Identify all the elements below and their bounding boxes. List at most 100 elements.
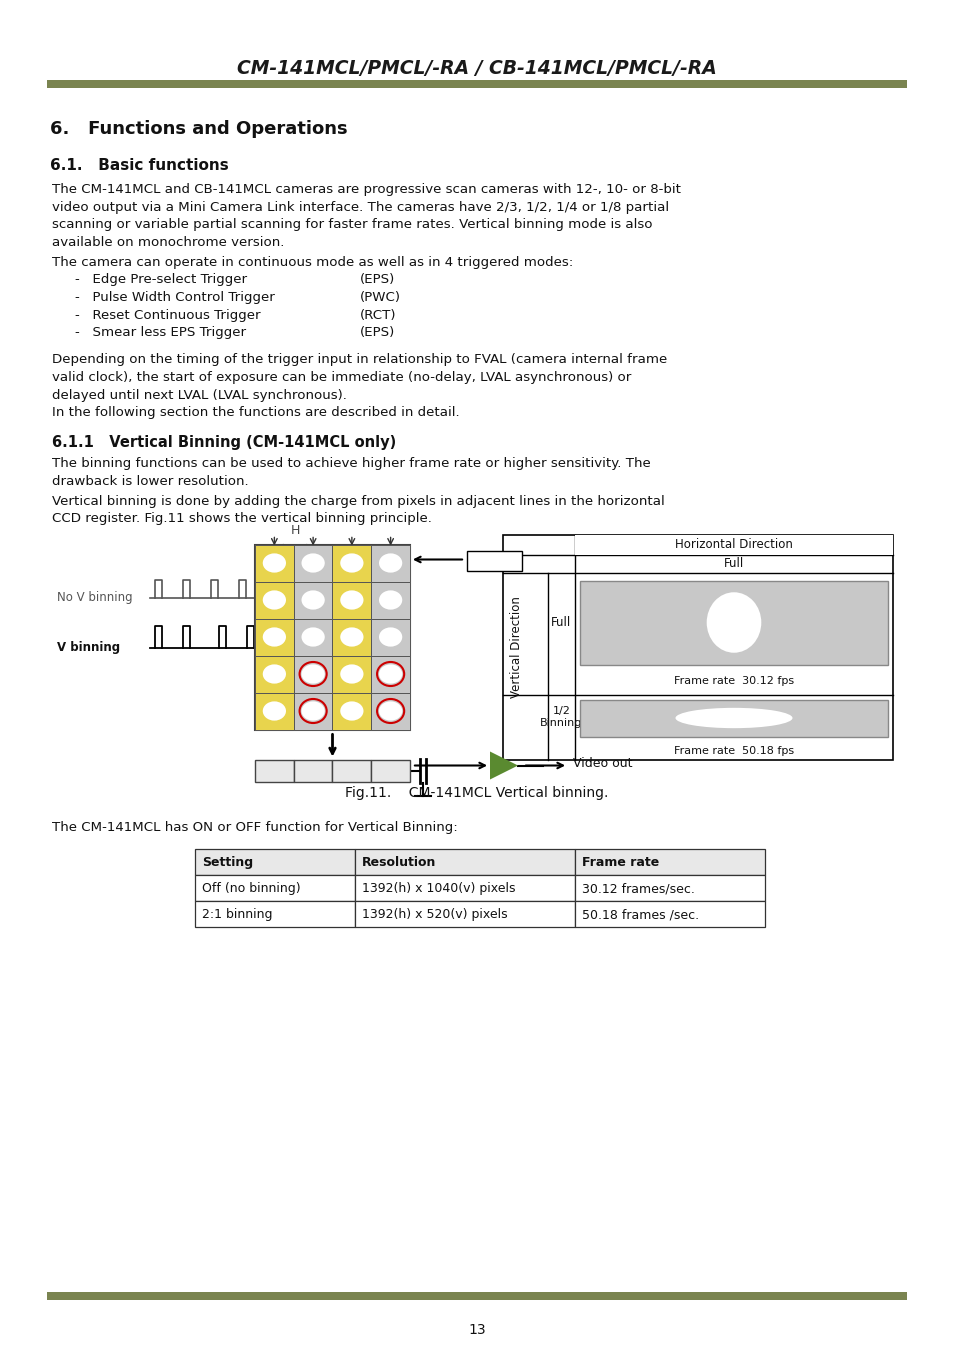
Bar [355,849,575,875]
Text: Resolution: Resolution [361,856,436,869]
Ellipse shape [262,664,286,683]
Text: In the following section the functions are described in detail.: In the following section the functions a… [52,406,459,418]
Text: 1392(h) x 1040(v) pixels: 1392(h) x 1040(v) pixels [361,882,515,895]
Text: (PWC): (PWC) [359,292,400,304]
Bar [575,900,764,926]
Text: 6.1.1   Vertical Binning (CM-141MCL only): 6.1.1 Vertical Binning (CM-141MCL only) [52,436,395,451]
Text: valid clock), the start of exposure can be immediate (no-delay, LVAL asynchronou: valid clock), the start of exposure can … [52,371,631,383]
Bar [467,551,521,571]
Ellipse shape [301,702,324,721]
Text: CCD register. Fig.11 shows the vertical binning principle.: CCD register. Fig.11 shows the vertical … [52,512,432,525]
Ellipse shape [301,628,324,647]
Text: 50.18 frames /sec.: 50.18 frames /sec. [581,909,699,921]
Bar [47,80,906,88]
Text: -   Smear less EPS Trigger: - Smear less EPS Trigger [75,325,246,339]
Ellipse shape [378,628,402,647]
Ellipse shape [340,590,363,610]
Text: 6.   Functions and Operations: 6. Functions and Operations [50,120,347,138]
Ellipse shape [301,664,324,683]
Text: -   Reset Continuous Trigger: - Reset Continuous Trigger [75,309,260,321]
Text: Full: Full [723,558,743,570]
Text: The camera can operate in continuous mode as well as in 4 triggered modes:: The camera can operate in continuous mod… [52,256,573,269]
Bar [294,693,333,729]
Ellipse shape [301,590,324,610]
Text: drawback is lower resolution.: drawback is lower resolution. [52,475,249,487]
Ellipse shape [378,664,402,683]
Bar [371,582,410,618]
Text: The binning functions can be used to achieve higher frame rate or higher sensiti: The binning functions can be used to ach… [52,458,650,471]
Text: 1/2
Binning: 1/2 Binning [539,706,582,728]
Ellipse shape [378,702,402,721]
Bar [47,1292,906,1300]
Bar [194,849,355,875]
Ellipse shape [706,593,760,653]
Bar [355,875,575,900]
Ellipse shape [262,590,286,610]
Bar [575,875,764,900]
Text: CM-141MCL/PMCL/-RA / CB-141MCL/PMCL/-RA: CM-141MCL/PMCL/-RA / CB-141MCL/PMCL/-RA [237,58,716,77]
Text: Off (no binning): Off (no binning) [202,882,300,895]
Bar [333,760,371,782]
Bar [371,544,410,582]
Text: 6.1.   Basic functions: 6.1. Basic functions [50,158,229,173]
Text: Video out: Video out [573,757,632,769]
Ellipse shape [340,702,363,721]
Text: -   Edge Pre-select Trigger: - Edge Pre-select Trigger [75,274,247,286]
Bar [333,544,371,582]
Text: 13: 13 [468,1323,485,1336]
Bar [579,580,887,664]
Bar [294,760,333,782]
Ellipse shape [675,707,792,728]
Bar [294,582,333,618]
Bar [371,760,410,782]
Text: V binning: V binning [57,641,120,653]
Ellipse shape [262,628,286,647]
Bar [355,900,575,926]
Text: 30.12 frames/sec.: 30.12 frames/sec. [581,882,694,895]
Text: Vertical Direction: Vertical Direction [510,597,523,698]
Text: The CM-141MCL has ON or OFF function for Vertical Binning:: The CM-141MCL has ON or OFF function for… [52,821,457,833]
Bar [254,693,294,729]
Ellipse shape [378,554,402,572]
Text: -   Pulse Width Control Trigger: - Pulse Width Control Trigger [75,292,274,304]
Ellipse shape [301,554,324,572]
Ellipse shape [378,590,402,610]
Bar [194,875,355,900]
Bar [371,693,410,729]
Text: Full: Full [551,616,571,629]
Text: (EPS): (EPS) [359,325,395,339]
Bar [254,760,294,782]
Ellipse shape [340,628,363,647]
Bar [294,656,333,693]
Text: Frame rate: Frame rate [581,856,659,869]
Text: Vertical binning is done by adding the charge from pixels in adjacent lines in t: Vertical binning is done by adding the c… [52,494,664,508]
Bar [254,656,294,693]
Text: (RCT): (RCT) [359,309,396,321]
Bar [579,699,887,737]
Bar [254,544,410,729]
Bar [502,535,892,760]
Bar [333,656,371,693]
Bar [371,618,410,656]
Text: No V binning: No V binning [57,591,132,603]
Text: Frame rate  30.12 fps: Frame rate 30.12 fps [673,675,793,686]
Text: Depending on the timing of the trigger input in relationship to FVAL (camera int: Depending on the timing of the trigger i… [52,354,666,366]
Text: Fig.11.    CM-141MCL Vertical binning.: Fig.11. CM-141MCL Vertical binning. [345,786,608,799]
Text: H: H [290,524,299,536]
Bar [254,544,294,582]
Bar [294,544,333,582]
Ellipse shape [340,554,363,572]
Text: Setting: Setting [202,856,253,869]
Bar [333,618,371,656]
Bar [254,582,294,618]
Ellipse shape [262,554,286,572]
Polygon shape [490,752,517,779]
Text: 2:1 binning: 2:1 binning [202,909,273,921]
Ellipse shape [262,702,286,721]
Ellipse shape [340,664,363,683]
Text: Frame rate  50.18 fps: Frame rate 50.18 fps [673,747,793,756]
Bar [294,618,333,656]
Text: (EPS): (EPS) [359,274,395,286]
Text: 1392(h) x 520(v) pixels: 1392(h) x 520(v) pixels [361,909,507,921]
Bar [371,656,410,693]
